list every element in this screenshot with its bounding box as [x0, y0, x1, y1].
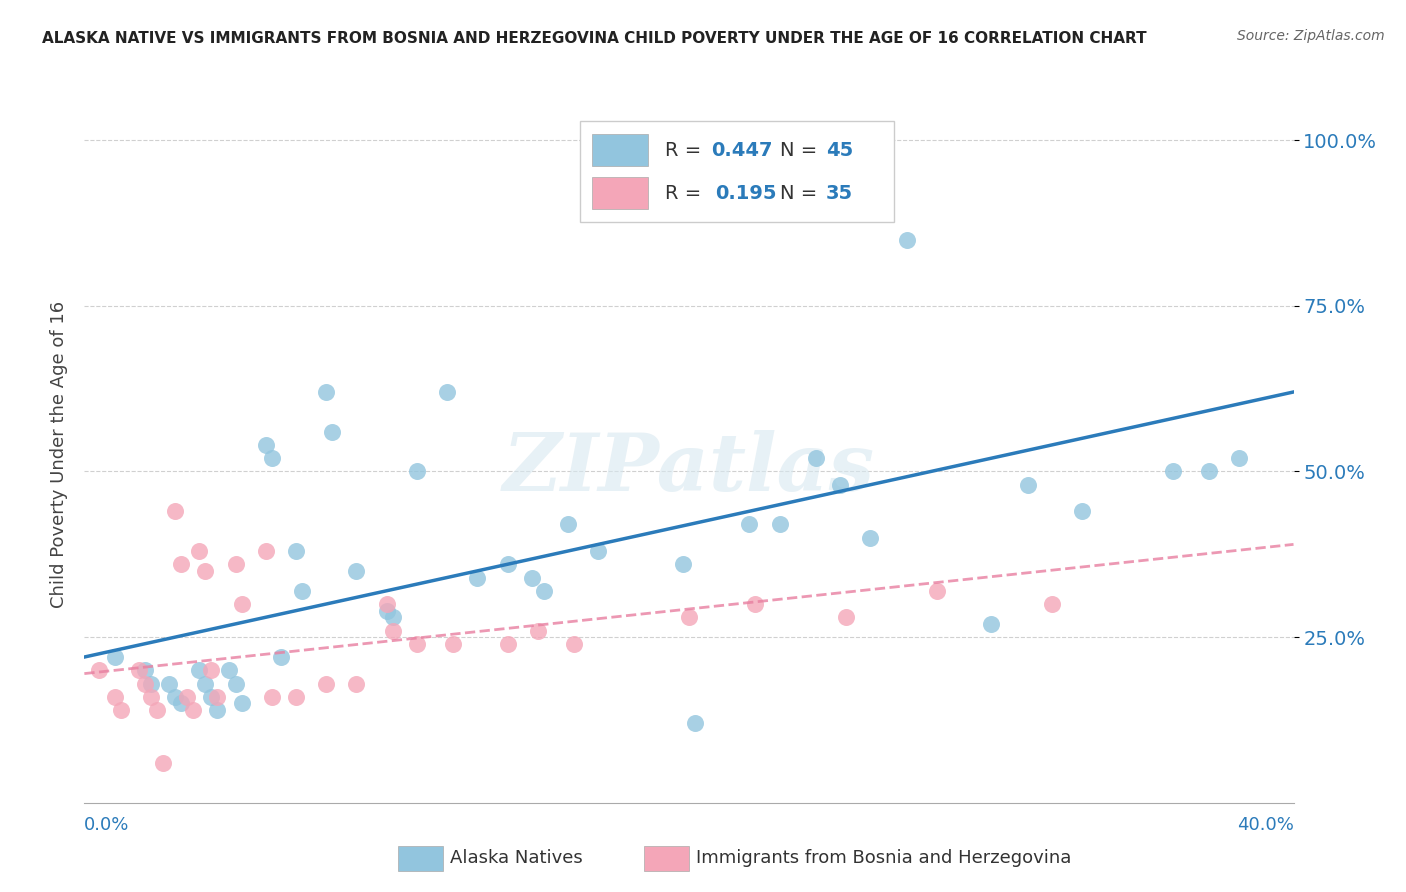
Point — [1071, 504, 1094, 518]
Point — [436, 384, 458, 399]
Point — [284, 690, 308, 704]
Point — [254, 544, 277, 558]
Point — [139, 676, 162, 690]
FancyBboxPatch shape — [581, 121, 894, 222]
Point — [381, 610, 404, 624]
Text: ALASKA NATIVE VS IMMIGRANTS FROM BOSNIA AND HERZEGOVINA CHILD POVERTY UNDER THE : ALASKA NATIVE VS IMMIGRANTS FROM BOSNIA … — [42, 31, 1147, 46]
Point — [152, 756, 174, 770]
Point — [346, 676, 368, 690]
Point — [225, 676, 247, 690]
Point — [110, 703, 132, 717]
Point — [134, 676, 156, 690]
Point — [104, 690, 127, 704]
FancyBboxPatch shape — [592, 178, 648, 210]
FancyBboxPatch shape — [592, 134, 648, 166]
Point — [231, 697, 253, 711]
Point — [526, 624, 548, 638]
Point — [375, 604, 398, 618]
Point — [188, 663, 211, 677]
Point — [1227, 451, 1250, 466]
Point — [200, 690, 222, 704]
Point — [315, 676, 337, 690]
Point — [104, 650, 127, 665]
Text: Source: ZipAtlas.com: Source: ZipAtlas.com — [1237, 29, 1385, 43]
Text: N =: N = — [779, 141, 823, 160]
Point — [672, 558, 695, 572]
Point — [441, 637, 464, 651]
Point — [231, 597, 253, 611]
Point — [830, 477, 852, 491]
Point — [496, 637, 519, 651]
Point — [163, 690, 186, 704]
Point — [218, 663, 240, 677]
Point — [859, 531, 882, 545]
Point — [200, 663, 222, 677]
Point — [1017, 477, 1039, 491]
Point — [139, 690, 162, 704]
Point — [381, 624, 404, 638]
Point — [181, 703, 204, 717]
Point — [375, 597, 398, 611]
Y-axis label: Child Poverty Under the Age of 16: Child Poverty Under the Age of 16 — [49, 301, 67, 608]
Point — [270, 650, 292, 665]
Point — [1161, 465, 1184, 479]
Point — [925, 583, 948, 598]
Point — [406, 465, 429, 479]
Point — [207, 690, 229, 704]
Text: 0.0%: 0.0% — [84, 816, 129, 834]
Point — [588, 544, 610, 558]
Point — [291, 583, 314, 598]
Point — [496, 558, 519, 572]
Text: 0.195: 0.195 — [716, 184, 778, 202]
Text: ZIPatlas: ZIPatlas — [503, 430, 875, 508]
Point — [520, 570, 543, 584]
Text: 45: 45 — [825, 141, 853, 160]
Point — [406, 637, 429, 651]
Text: R =: R = — [665, 141, 707, 160]
Point — [260, 451, 283, 466]
Text: Immigrants from Bosnia and Herzegovina: Immigrants from Bosnia and Herzegovina — [696, 849, 1071, 867]
Point — [207, 703, 229, 717]
Text: Alaska Natives: Alaska Natives — [450, 849, 582, 867]
Point — [146, 703, 169, 717]
Text: 0.447: 0.447 — [710, 141, 772, 160]
Point — [467, 570, 489, 584]
Text: R =: R = — [665, 184, 713, 202]
Point — [163, 504, 186, 518]
Point — [533, 583, 555, 598]
Point — [321, 425, 343, 439]
Point — [562, 637, 585, 651]
Point — [89, 663, 111, 677]
Point — [254, 438, 277, 452]
Text: 35: 35 — [825, 184, 852, 202]
Point — [557, 517, 579, 532]
Point — [744, 597, 766, 611]
Point — [134, 663, 156, 677]
Point — [896, 233, 918, 247]
Point — [170, 558, 193, 572]
Point — [980, 616, 1002, 631]
Point — [194, 564, 217, 578]
Point — [804, 451, 827, 466]
Point — [128, 663, 150, 677]
Point — [157, 676, 180, 690]
Point — [194, 676, 217, 690]
Point — [260, 690, 283, 704]
Point — [683, 716, 706, 731]
Point — [225, 558, 247, 572]
Point — [346, 564, 368, 578]
Point — [678, 610, 700, 624]
Point — [170, 697, 193, 711]
Point — [176, 690, 198, 704]
Point — [284, 544, 308, 558]
Point — [188, 544, 211, 558]
Point — [315, 384, 337, 399]
Point — [835, 610, 858, 624]
Point — [769, 517, 792, 532]
Point — [1198, 465, 1220, 479]
Text: N =: N = — [779, 184, 823, 202]
Point — [738, 517, 761, 532]
Text: 40.0%: 40.0% — [1237, 816, 1294, 834]
Point — [1040, 597, 1063, 611]
